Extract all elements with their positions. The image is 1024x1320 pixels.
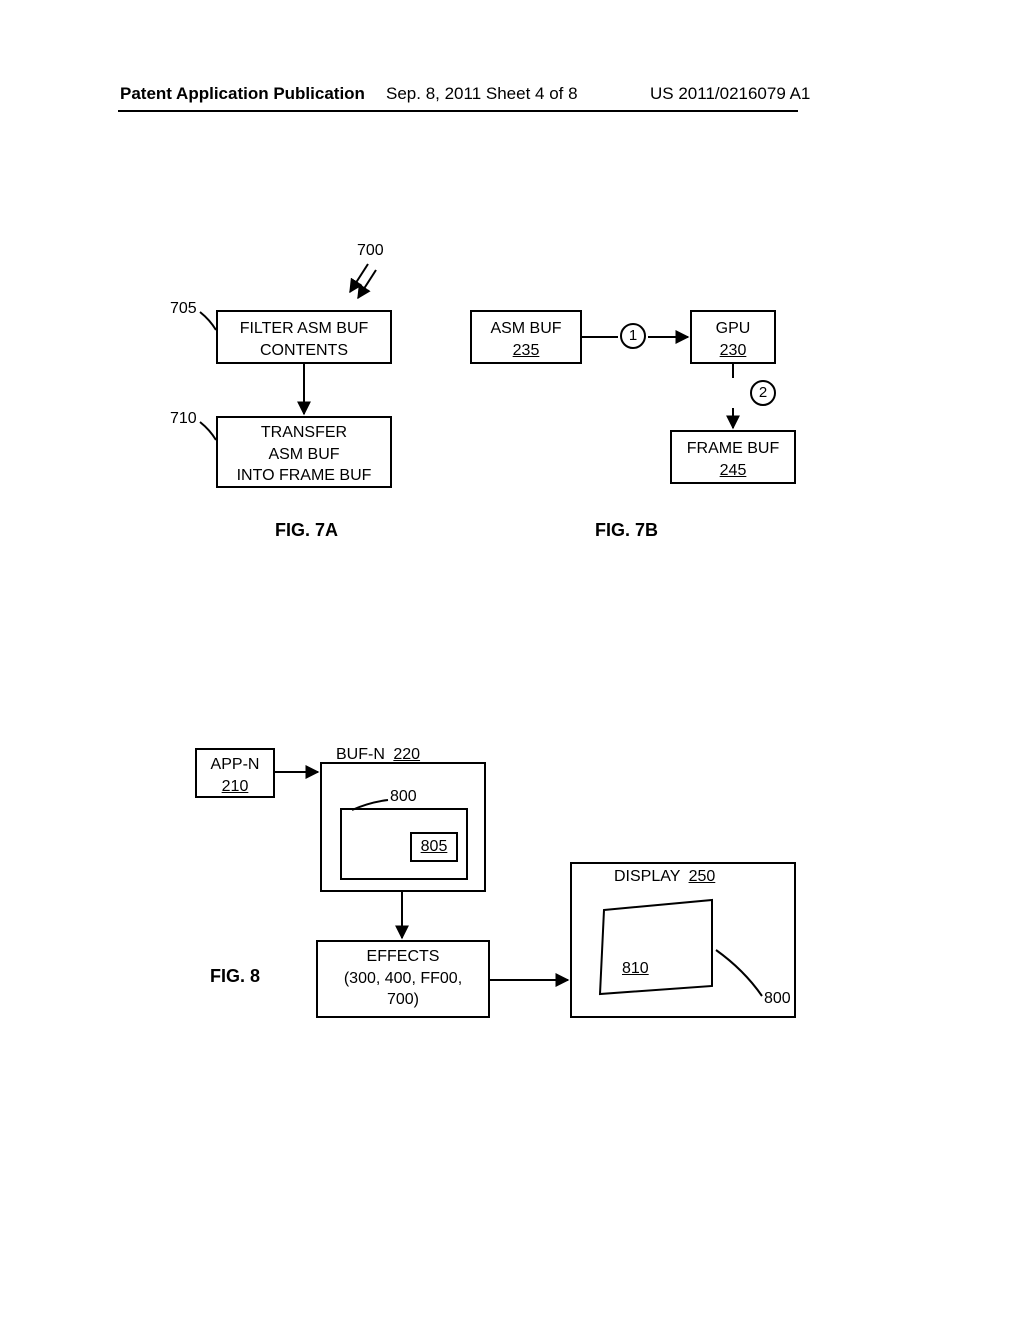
effects-line3: 700): [318, 989, 488, 1011]
header-center: Sep. 8, 2011 Sheet 4 of 8: [386, 84, 578, 104]
step-2-badge: 2: [750, 380, 776, 406]
box-transfer-asm-buf: TRANSFER ASM BUF INTO FRAME BUF: [216, 416, 392, 488]
display-label-row: DISPLAY 250: [614, 868, 715, 886]
caption-fig8: FIG. 8: [210, 966, 260, 987]
header-rule: [118, 110, 798, 112]
ref-805: 805: [421, 838, 448, 855]
caption-fig7b: FIG. 7B: [595, 520, 658, 541]
asm-buf-ref: 235: [472, 340, 580, 362]
svg-overlay: [0, 0, 1024, 1320]
bufn-label: BUF-N: [336, 746, 385, 763]
display-label: DISPLAY: [614, 868, 680, 885]
frame-buf-label: FRAME BUF: [672, 438, 794, 460]
box-buf-n: 805: [320, 762, 486, 892]
ref-700: 700: [357, 242, 384, 260]
ref-710: 710: [170, 410, 197, 428]
gpu-ref: 230: [692, 340, 774, 362]
effects-line1: EFFECTS: [318, 946, 488, 968]
header-left: Patent Application Publication: [120, 84, 365, 104]
ref-800b: 800: [764, 990, 791, 1008]
effects-line2: (300, 400, FF00,: [318, 968, 488, 990]
box-gpu: GPU 230: [690, 310, 776, 364]
box-710-text: TRANSFER ASM BUF INTO FRAME BUF: [218, 422, 390, 487]
ref-810: 810: [622, 960, 649, 978]
buf-n-window: 805: [340, 808, 468, 880]
ref-705: 705: [170, 300, 197, 318]
buf-n-label-row: BUF-N 220: [336, 746, 420, 764]
step-1-badge: 1: [620, 323, 646, 349]
gpu-label: GPU: [692, 318, 774, 340]
asm-buf-label: ASM BUF: [472, 318, 580, 340]
appn-ref: 210: [197, 776, 273, 798]
box-effects: EFFECTS (300, 400, FF00, 700): [316, 940, 490, 1018]
caption-fig7a: FIG. 7A: [275, 520, 338, 541]
box-app-n: APP-N 210: [195, 748, 275, 798]
appn-label: APP-N: [197, 754, 273, 776]
ref-800a: 800: [390, 788, 417, 806]
page: Patent Application Publication Sep. 8, 2…: [0, 0, 1024, 1320]
box-asm-buf: ASM BUF 235: [470, 310, 582, 364]
frame-buf-ref: 245: [672, 460, 794, 482]
header-right: US 2011/0216079 A1: [650, 84, 810, 104]
ref-810-text: 810: [622, 960, 649, 977]
box-705-text: FILTER ASM BUF CONTENTS: [218, 318, 390, 361]
display-ref: 250: [689, 868, 716, 885]
bufn-ref: 220: [393, 746, 420, 763]
box-filter-asm-buf: FILTER ASM BUF CONTENTS: [216, 310, 392, 364]
box-frame-buf: FRAME BUF 245: [670, 430, 796, 484]
buf-n-opaque-region: 805: [410, 832, 458, 862]
